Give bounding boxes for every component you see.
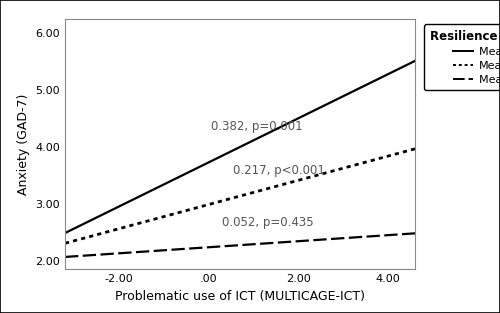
X-axis label: Problematic use of ICT (MULTICAGE-ICT): Problematic use of ICT (MULTICAGE-ICT) [115,290,365,303]
Y-axis label: Anxiety (GAD-7): Anxiety (GAD-7) [17,93,30,195]
Text: 0.052, p=0.435: 0.052, p=0.435 [222,217,314,229]
Legend: Mean - 1SD, Mean, Mean + 1SD: Mean - 1SD, Mean, Mean + 1SD [424,24,500,90]
Text: 0.382, p=0.001: 0.382, p=0.001 [211,120,302,133]
Text: 0.217, p<0.001: 0.217, p<0.001 [234,164,325,177]
